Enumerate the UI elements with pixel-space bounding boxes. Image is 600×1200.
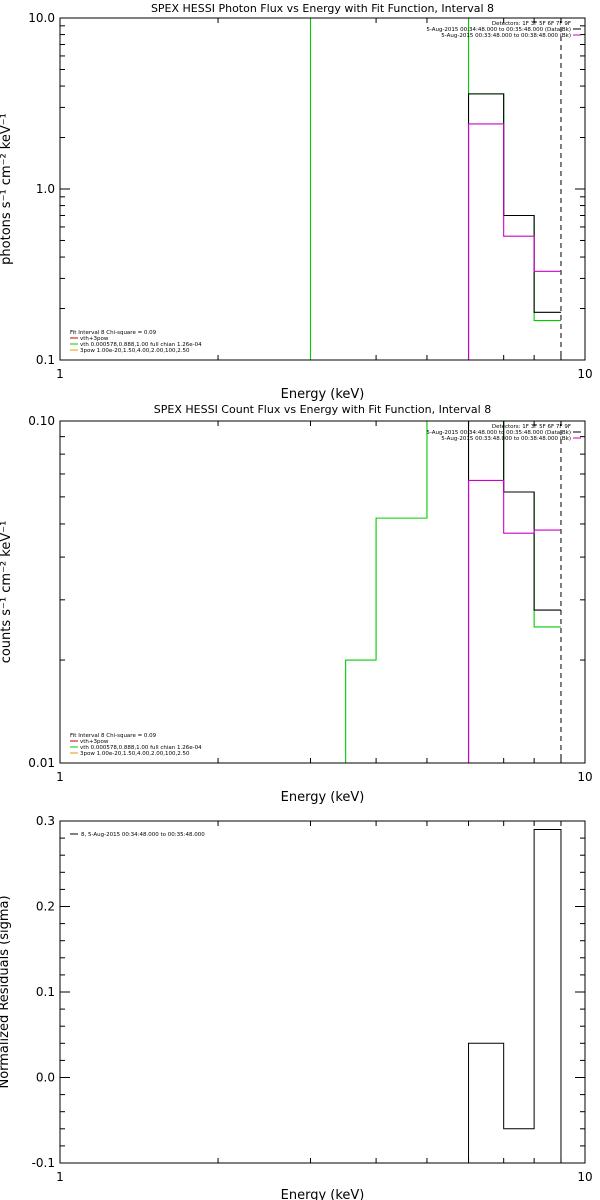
legend-item-label: 8, 5-Aug-2015 00:34:48.000 to 00:35:48.0… [81, 832, 205, 838]
y-axis-label: photons s⁻¹ cm⁻² keV⁻¹ [0, 113, 14, 265]
x-axis-label: Energy (keV) [281, 1188, 365, 1200]
y-tick-label: 1.0 [36, 182, 55, 196]
x-axis-label: Energy (keV) [281, 790, 365, 805]
legend-item-label: vth 0.000578,0.888,1.00 full chian 1.26e… [80, 342, 202, 348]
residual-histogram [468, 829, 562, 1163]
plot-frame [59, 420, 586, 764]
plot-frame [59, 820, 586, 1164]
y-axis-label: Normalized Residuals (sigma) [0, 895, 12, 1088]
x-tick-label: 1 [56, 367, 64, 381]
series-fit-line [309, 18, 561, 360]
chart-title: SPEX HESSI Photon Flux vs Energy with Fi… [151, 2, 494, 15]
x-axis-label: Energy (keV) [281, 387, 365, 402]
count-flux-panel: SPEX HESSI Count Flux vs Energy with Fit… [0, 403, 593, 805]
legend-item-label: vth 0.000578,0.888,1.00 full chian 1.26e… [80, 745, 202, 751]
y-tick-label: 0.10 [28, 414, 55, 428]
legend-bottom-left: Fit Interval 8 Chi-square = 0.09vth+3pow… [70, 330, 202, 354]
legend-item-label: 5-Aug-2015 00:34:48.000 to 00:35:48.000 … [426, 27, 571, 33]
legend-item-label: vth+3pow [80, 739, 109, 745]
y-tick-label: 0.1 [36, 353, 55, 367]
y-tick-label: 10.0 [28, 11, 55, 25]
legend-top-right: Detectors: 1F 3F 5F 6F 7F 9F5-Aug-2015 0… [426, 424, 581, 442]
x-tick-label: 10 [577, 770, 592, 784]
chart-title: SPEX HESSI Count Flux vs Energy with Fit… [154, 403, 491, 416]
legend-item-label: Fit Interval 8 Chi-square = 0.09 [70, 733, 157, 739]
y-tick-label: 0.0 [36, 1071, 55, 1085]
residuals-panel: Energy (keV) Normalized Residuals (sigma)… [0, 814, 593, 1200]
series-fit-line [310, 421, 561, 763]
series-bk-line [467, 479, 561, 763]
legend-bottom-left: Fit Interval 8 Chi-square = 0.09vth+3pow… [70, 733, 202, 757]
plot-frame [59, 17, 586, 361]
y-tick-label: 0.2 [36, 900, 55, 914]
legend-item-label: 5-Aug-2015 00:33:48.000 to 00:38:48.000 … [441, 436, 571, 442]
photon-flux-panel: SPEX HESSI Photon Flux vs Energy with Fi… [0, 2, 593, 402]
x-tick-label: 10 [577, 367, 592, 381]
legend-item-label: 3pow 1.00e-20,1.50,4.00,2.00,100,2.50 [80, 751, 190, 757]
x-tick-label: 1 [56, 770, 64, 784]
x-tick-label: 10 [577, 1170, 592, 1184]
legend-item-label: 5-Aug-2015 00:34:48.000 to 00:35:48.000 … [426, 430, 571, 436]
y-tick-label: 0.1 [36, 985, 55, 999]
y-tick-label: -0.1 [32, 1156, 55, 1170]
legend-item-label: Fit Interval 8 Chi-square = 0.09 [70, 330, 157, 336]
series-bk-line [467, 123, 561, 360]
series-data-line [467, 421, 561, 763]
y-axis-label: counts s⁻¹ cm⁻² keV⁻¹ [0, 521, 14, 664]
legend-item-label: Detectors: 1F 3F 5F 6F 7F 9F [492, 424, 571, 430]
legend-item-label: 5-Aug-2015 00:33:48.000 to 00:38:48.000 … [441, 33, 571, 39]
y-tick-label: 0.3 [36, 814, 55, 828]
legend-item-label: Detectors: 1F 3F 5F 6F 7F 9F [492, 21, 571, 27]
legend-top-left: 8, 5-Aug-2015 00:34:48.000 to 00:35:48.0… [70, 832, 205, 838]
legend-item-label: vth+3pow [80, 336, 109, 342]
legend-item-label: 3pow 1.00e-20,1.50,4.00,2.00,100,2.50 [80, 348, 190, 354]
y-tick-label: 0.01 [28, 756, 55, 770]
x-tick-label: 1 [56, 1170, 64, 1184]
legend-top-right: Detectors: 1F 3F 5F 6F 7F 9F5-Aug-2015 0… [426, 21, 581, 39]
